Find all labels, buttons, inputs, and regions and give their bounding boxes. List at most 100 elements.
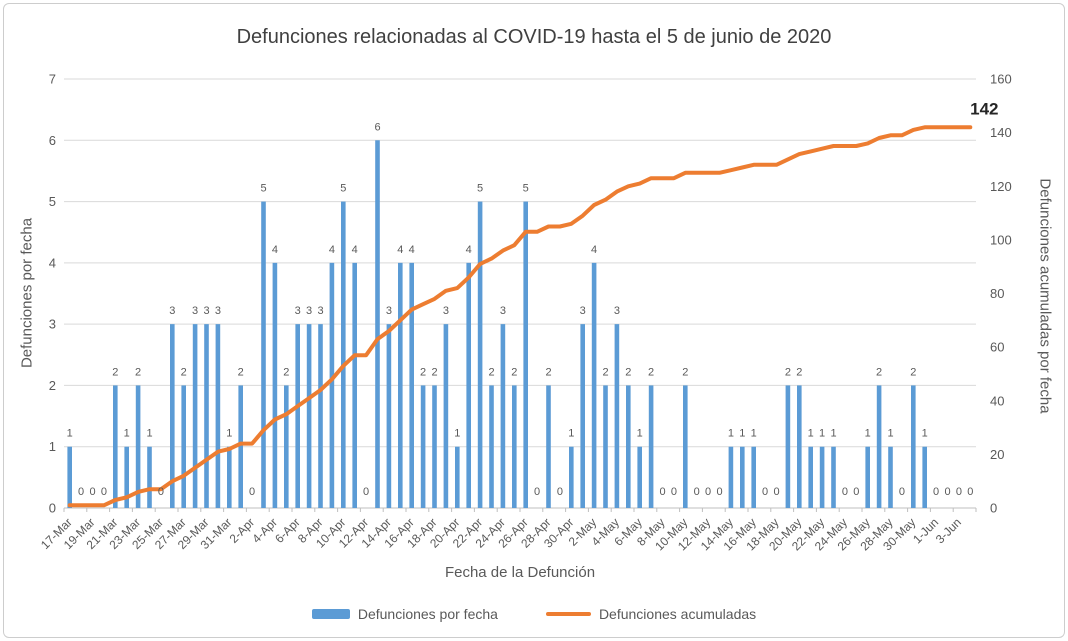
- y-tick-label-right: 0: [990, 501, 997, 516]
- bar-value-label: 1: [454, 428, 460, 440]
- bar-value-label: 1: [830, 428, 836, 440]
- final-value-label: 142: [970, 99, 998, 118]
- bar: [135, 385, 141, 508]
- bar-value-label: 0: [671, 486, 677, 498]
- cumulative-line: [67, 125, 973, 508]
- bar-value-label: 1: [568, 428, 574, 440]
- bar-value-label: 2: [511, 366, 517, 378]
- bar-value-label: 1: [226, 428, 232, 440]
- bar: [523, 201, 528, 509]
- bar-value-label: 2: [682, 366, 688, 378]
- bar-value-label: 0: [534, 486, 540, 498]
- bar: [147, 446, 152, 508]
- bar: [432, 385, 437, 508]
- bar-value-label: 2: [112, 366, 118, 378]
- y-tick-label-left: 2: [49, 378, 56, 393]
- bar-value-label: 3: [215, 305, 221, 317]
- bar: [113, 385, 118, 508]
- bar-value-label: 3: [580, 305, 586, 317]
- bar-value-label: 0: [762, 486, 768, 498]
- bar-value-label: 0: [853, 486, 859, 498]
- x-tick-label: 6-Apr: [272, 515, 303, 546]
- bar: [489, 385, 494, 508]
- bar-value-label: 0: [716, 486, 722, 498]
- bar: [329, 262, 335, 508]
- bar: [466, 262, 471, 508]
- bar-value-label: 0: [842, 486, 848, 498]
- bar: [876, 385, 882, 508]
- bar-value-label: 1: [146, 428, 152, 440]
- legend-label-bars: Defunciones por fecha: [357, 606, 498, 622]
- bar-value-label: 2: [876, 366, 882, 378]
- bar: [637, 446, 642, 508]
- bar: [580, 324, 585, 508]
- bar: [409, 262, 414, 508]
- y-tick-label-left: 6: [49, 133, 56, 148]
- bar: [386, 324, 392, 508]
- bar: [888, 446, 893, 508]
- bar-value-label: 2: [648, 366, 654, 378]
- bar-value-label: 5: [477, 183, 483, 195]
- bar-value-label: 1: [865, 428, 871, 440]
- bar: [318, 324, 323, 508]
- bar: [477, 201, 483, 509]
- bar-value-label: 0: [899, 486, 905, 498]
- bar-value-label: 0: [158, 486, 164, 498]
- y-axis-title-right: Defunciones acumuladas por fecha: [1036, 178, 1054, 414]
- bar: [728, 446, 734, 508]
- bar: [911, 385, 916, 508]
- bar-value-label: 3: [500, 305, 506, 317]
- bar-value-label: 5: [523, 183, 529, 195]
- bar: [398, 262, 403, 508]
- bar: [455, 446, 460, 508]
- bar: [443, 324, 449, 508]
- bar-value-label: 5: [340, 183, 346, 195]
- x-axis-title: Fecha de la Defunción: [444, 564, 596, 581]
- x-tick-label: 1-Jun: [910, 515, 941, 546]
- bar: [204, 324, 209, 508]
- y-tick-label-right: 160: [990, 72, 1012, 87]
- bar-value-label: 3: [192, 305, 198, 317]
- y-axis-title-left: Defunciones por fecha: [18, 217, 36, 369]
- y-tick-label-left: 5: [49, 194, 56, 209]
- bar-value-label: 2: [545, 366, 551, 378]
- y-tick-label-left: 4: [49, 255, 56, 270]
- bar: [546, 385, 551, 508]
- bar-value-label: 0: [78, 486, 84, 498]
- y-tick-label-left: 3: [49, 317, 56, 332]
- bar: [614, 324, 620, 508]
- bar-value-label: 4: [329, 244, 335, 256]
- bar-value-label: 4: [591, 244, 597, 256]
- bar-value-label: 1: [637, 428, 643, 440]
- bar: [512, 385, 517, 508]
- bar: [865, 446, 870, 508]
- bar-value-label: 1: [808, 428, 814, 440]
- bar-value-label: 1: [922, 428, 928, 440]
- bar-value-label: 2: [283, 366, 289, 378]
- x-tick-label: 4-Apr: [249, 515, 280, 546]
- y-tick-label-right: 80: [990, 286, 1004, 301]
- bar-value-label: 1: [124, 428, 130, 440]
- bar-value-label: 1: [819, 428, 825, 440]
- bar-value-label: 2: [488, 366, 494, 378]
- bar: [341, 201, 346, 509]
- bar: [648, 385, 654, 508]
- bar: [591, 262, 597, 508]
- bar-value-label: 0: [557, 486, 563, 498]
- bar-value-label: 3: [386, 305, 392, 317]
- bar-value-label: 0: [659, 486, 665, 498]
- bar: [500, 324, 506, 508]
- line-series-swatch: [545, 612, 591, 616]
- bar-value-label: 0: [933, 486, 939, 498]
- bar-value-label: 2: [431, 366, 437, 378]
- bar: [306, 324, 312, 508]
- chart-title: Defunciones relacionadas al COVID-19 has…: [236, 26, 832, 48]
- bar: [261, 201, 266, 509]
- bar-value-label: 1: [728, 428, 734, 440]
- bar-value-label: 2: [796, 366, 802, 378]
- bar-value-label: 6: [374, 121, 380, 133]
- bar: [375, 140, 380, 509]
- bar-value-label: 3: [203, 305, 209, 317]
- bar: [67, 446, 72, 508]
- bar-value-label: 0: [944, 486, 950, 498]
